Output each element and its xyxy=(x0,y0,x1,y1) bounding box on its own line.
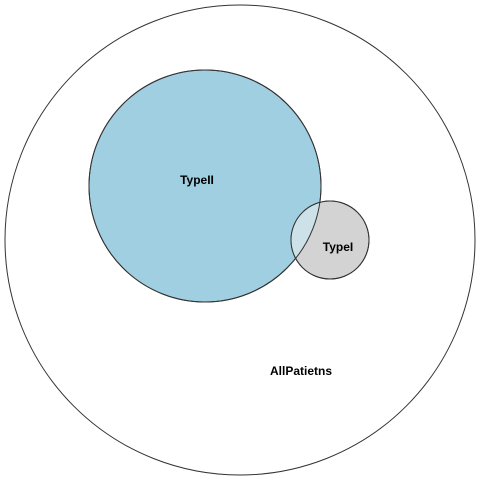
set-border-type-i xyxy=(290,200,370,280)
set-label-all-patients: AllPatietns xyxy=(270,364,332,378)
set-label-type-i: TypeI xyxy=(323,240,353,254)
set-border-type-ii xyxy=(88,69,322,303)
set-label-type-ii: TypeII xyxy=(180,173,214,187)
